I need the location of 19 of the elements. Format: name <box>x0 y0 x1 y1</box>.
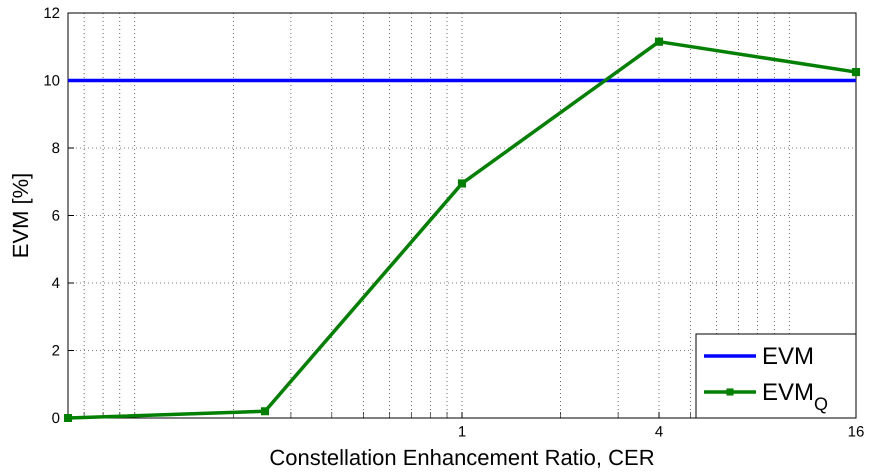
point <box>458 179 466 188</box>
y-tick-label: 12 <box>43 4 60 22</box>
x-tick-label: 16 <box>848 424 864 441</box>
y-tick-label: 10 <box>43 72 60 90</box>
y-tick-label: 4 <box>52 274 60 292</box>
legend-label: EVM <box>762 343 814 370</box>
y-tick-label: 6 <box>52 207 60 224</box>
y-axis-title: EVM [%] <box>8 172 33 258</box>
y-tick-label: 2 <box>52 342 60 360</box>
x-tick-label: 4 <box>654 424 664 441</box>
point <box>654 38 664 46</box>
point <box>64 414 72 422</box>
y-tick-label: 0 <box>52 410 60 427</box>
x-tick-label: 1 <box>458 424 466 441</box>
point <box>852 68 860 76</box>
x-axis-title: Constellation Enhancement Ratio, CER <box>269 445 655 470</box>
point <box>260 407 270 416</box>
y-tick-label: 8 <box>52 140 60 157</box>
legend-label: EVM$_{Q}$ <box>762 379 828 414</box>
